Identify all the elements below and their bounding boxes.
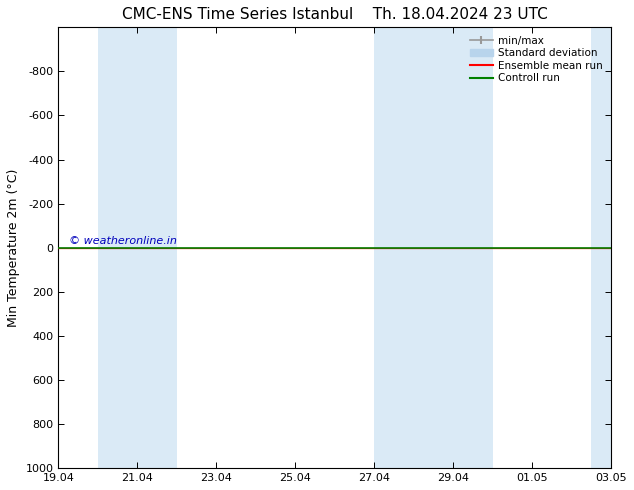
Legend: min/max, Standard deviation, Ensemble mean run, Controll run: min/max, Standard deviation, Ensemble me… (466, 31, 607, 88)
Text: © weatheronline.in: © weatheronline.in (69, 236, 178, 245)
Bar (98, 27, 177, 468)
Bar (374, 27, 493, 468)
Bar (592, 27, 634, 468)
Title: CMC-ENS Time Series Istanbul    Th. 18.04.2024 23 UTC: CMC-ENS Time Series Istanbul Th. 18.04.2… (122, 7, 548, 22)
Y-axis label: Min Temperature 2m (°C): Min Temperature 2m (°C) (7, 169, 20, 327)
